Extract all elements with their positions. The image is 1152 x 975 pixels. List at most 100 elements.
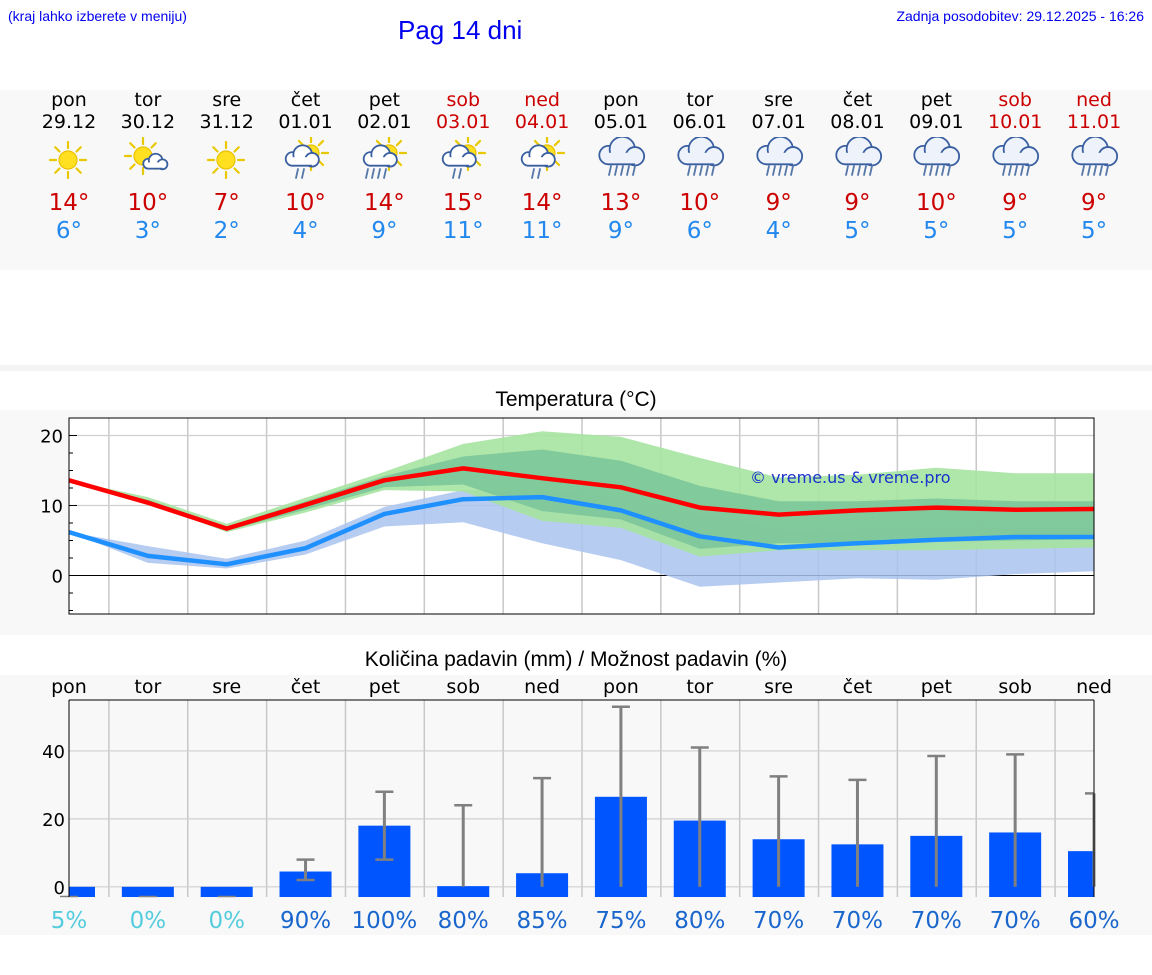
precip-bar <box>437 886 490 897</box>
precip-probability: 70% <box>753 908 804 934</box>
min-temp: 6° <box>55 218 83 244</box>
max-temp: 9° <box>1080 190 1108 216</box>
day-name: pet <box>368 89 400 111</box>
day-date: 06.01 <box>672 111 727 133</box>
day-label: pon <box>603 676 639 698</box>
min-temp: 3° <box>134 218 161 244</box>
day-date: 09.01 <box>909 111 964 133</box>
temperature-chart-title: Temperatura (°C) <box>495 388 657 411</box>
day-name: pon <box>603 89 639 111</box>
sun-rain-icon <box>442 137 487 179</box>
max-temp: 7° <box>213 190 240 216</box>
min-temp: 5° <box>1002 218 1029 244</box>
day-name: tor <box>134 89 162 111</box>
weather-icon <box>834 137 882 176</box>
weather-icon <box>992 137 1040 176</box>
min-temp: 4° <box>292 218 319 244</box>
day-label: pon <box>51 676 87 698</box>
location-hint[interactable]: (kraj lahko izberete v meniju) <box>8 8 187 24</box>
forecast-day: pon 05.01 13° 9° <box>582 89 660 245</box>
rain-cloud-icon <box>677 137 724 176</box>
day-date: 29.12 <box>41 111 97 133</box>
day-date: 05.01 <box>593 111 649 133</box>
precip-bar <box>200 886 253 897</box>
precip-probability: 0% <box>130 908 167 934</box>
forecast-day: sre 07.01 9° 4° <box>740 89 818 245</box>
sun-rain-icon <box>520 137 566 179</box>
sun-heavy-rain-icon <box>363 137 408 179</box>
forecast-day: ned 11.01 9° 5° <box>1055 89 1133 245</box>
forecast-strip <box>0 90 1152 270</box>
page-title: Pag 14 dni <box>398 15 523 45</box>
day-label: sre <box>212 676 241 698</box>
plot-frame <box>68 417 1095 615</box>
max-temp: 13° <box>600 190 642 216</box>
max-temp-line <box>68 466 1095 531</box>
day-name: ned <box>524 89 560 111</box>
band-min_range <box>69 490 1094 587</box>
min-temp: 4° <box>765 218 792 244</box>
precip-bar <box>121 886 174 897</box>
min-temp: 11° <box>521 218 563 244</box>
day-date: 04.01 <box>514 111 570 133</box>
precip-probability: 70% <box>911 908 962 934</box>
forecast-day: čet 01.01 10° 4° <box>267 89 345 245</box>
day-label: pet <box>921 676 952 698</box>
min-temp: 9° <box>371 218 398 244</box>
day-label: sob <box>446 676 480 698</box>
y-tick-label: 20 <box>42 810 65 831</box>
precip-probability: 5% <box>51 908 88 934</box>
day-date: 07.01 <box>751 111 806 133</box>
day-label: tor <box>134 676 161 698</box>
band-max_range_inner <box>69 449 1094 549</box>
precip-probability: 70% <box>990 908 1041 934</box>
weather-icon <box>442 137 487 179</box>
sun-rain-icon <box>284 137 329 179</box>
weather-icon <box>677 137 724 176</box>
weather-icon <box>598 137 645 176</box>
day-date: 30.12 <box>120 111 176 133</box>
temperature-chart: © vreme.us & vreme.pro 0 10 20 <box>40 417 1095 615</box>
day-name: pet <box>920 89 952 111</box>
max-temp: 10° <box>679 190 721 216</box>
rain-cloud-icon <box>598 137 645 176</box>
day-date: 10.01 <box>987 111 1043 133</box>
y-tick-label: 0 <box>54 878 65 899</box>
precip-probability: 85% <box>517 908 568 934</box>
y-tick-label: 40 <box>42 742 65 763</box>
min-temp: 6° <box>686 218 713 244</box>
weather-icon <box>48 140 88 180</box>
day-name: čet <box>290 89 321 111</box>
precipitation-chart: pon tor sre čet pet sob ned pon tor sre čet pet sob n… <box>42 676 1119 934</box>
min-temp: 5° <box>1080 218 1108 244</box>
max-temp: 10° <box>915 190 957 216</box>
day-label: čet <box>843 676 873 698</box>
day-label: ned <box>1076 676 1112 698</box>
max-temp: 14° <box>364 190 405 216</box>
day-name: sob <box>998 89 1032 111</box>
forecast-day: pet 09.01 10° 5° <box>897 89 975 245</box>
max-temp: 9° <box>1002 190 1029 216</box>
forecast-day: tor 30.12 10° 3° <box>109 89 187 245</box>
min-temp: 11° <box>442 218 484 244</box>
max-temp: 10° <box>127 190 169 216</box>
weather-icon <box>123 137 169 176</box>
min-temp-line <box>68 494 1094 567</box>
day-date: 08.01 <box>830 111 885 133</box>
y-tick-label: 20 <box>40 427 63 448</box>
max-temp: 9° <box>844 190 871 216</box>
precip-probability: 90% <box>280 908 331 934</box>
max-temp: 14° <box>48 190 90 216</box>
weather-icon <box>1071 137 1119 176</box>
rain-cloud-icon <box>834 137 882 176</box>
weather-icon <box>913 137 961 176</box>
precip-probability: 60% <box>1068 908 1119 934</box>
divider <box>0 365 1152 371</box>
day-label: pet <box>369 676 400 698</box>
rain-cloud-icon <box>1071 137 1119 176</box>
day-name: ned <box>1076 89 1112 111</box>
day-date: 11.01 <box>1066 111 1122 133</box>
y-tick-label: 10 <box>40 497 63 518</box>
day-label: ned <box>524 676 560 698</box>
weather-icon <box>363 137 408 179</box>
